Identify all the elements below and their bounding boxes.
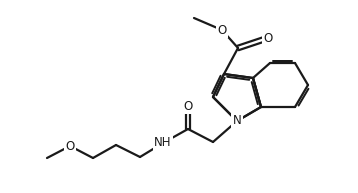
Text: O: O xyxy=(66,140,74,152)
Text: O: O xyxy=(217,24,227,36)
Text: O: O xyxy=(263,31,273,45)
Text: O: O xyxy=(183,100,193,113)
Text: N: N xyxy=(233,114,241,128)
Text: NH: NH xyxy=(154,136,172,150)
